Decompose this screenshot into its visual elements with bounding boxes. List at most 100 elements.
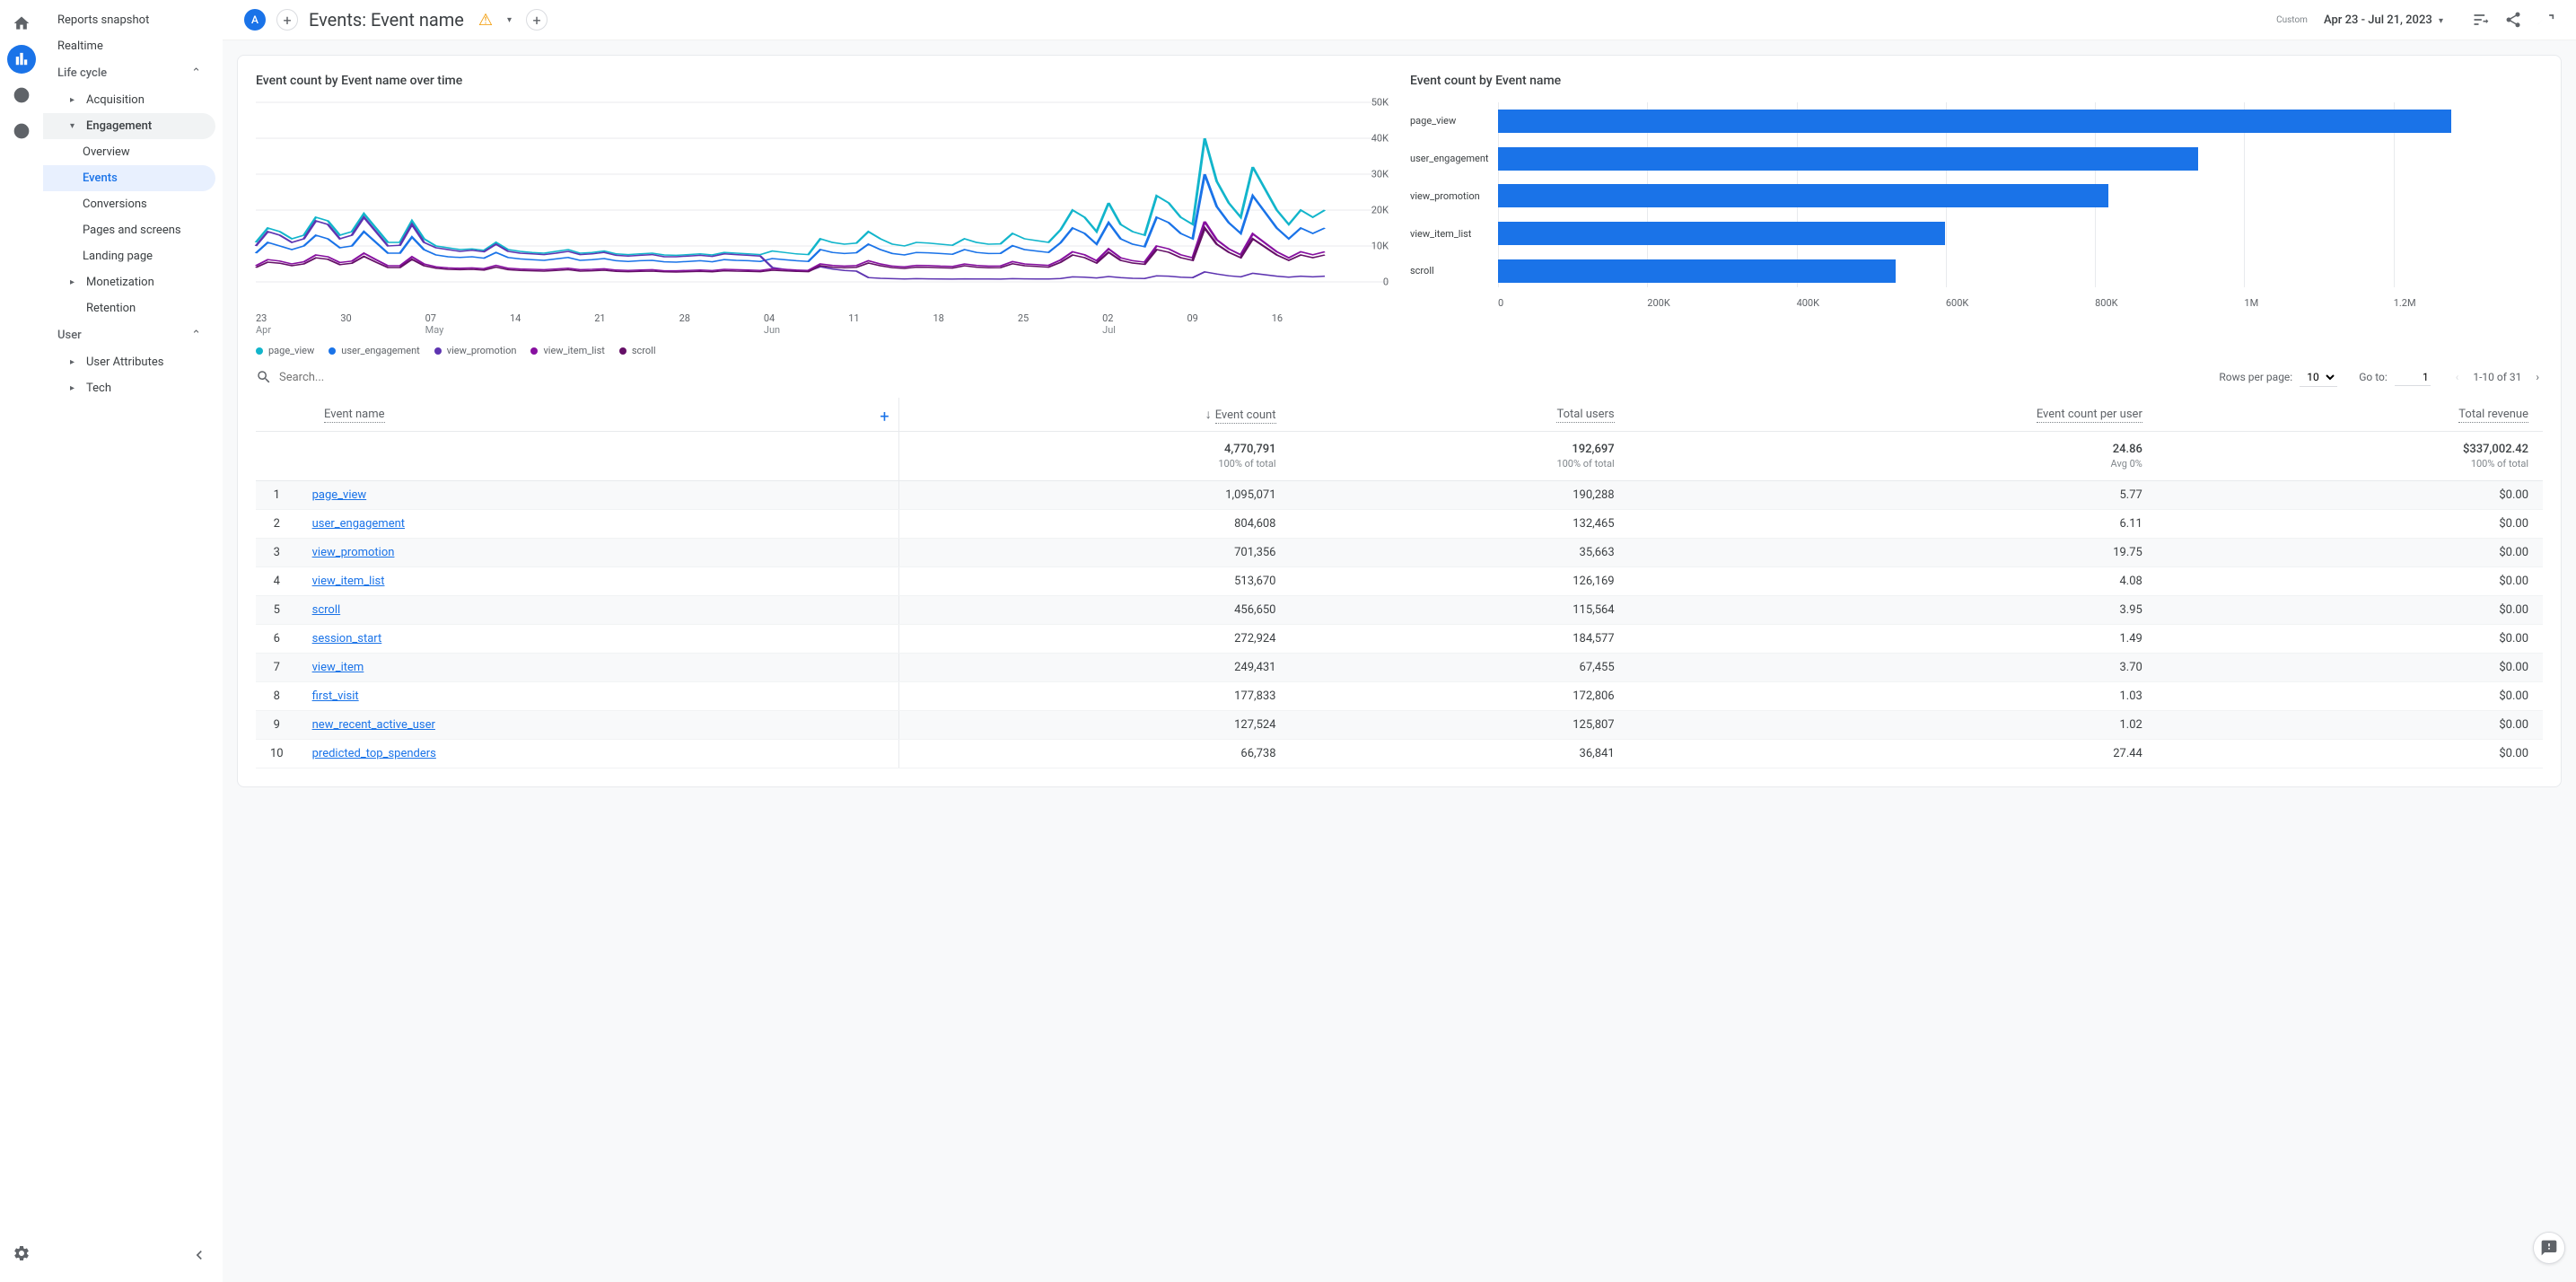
event-link[interactable]: view_item	[312, 661, 364, 674]
col-label: Total users	[1556, 408, 1614, 423]
row-index: 2	[256, 510, 298, 539]
legend-label: view_promotion	[447, 345, 517, 356]
customize-icon[interactable]	[2472, 11, 2490, 29]
event-link[interactable]: view_item_list	[312, 575, 385, 588]
bar-row[interactable]: view_item_list	[1410, 219, 2543, 248]
event-link[interactable]: scroll	[312, 603, 341, 617]
chevron-down-icon: ▾	[2439, 16, 2443, 26]
row-event-count: 177,833	[898, 682, 1290, 711]
col-revenue[interactable]: Total revenue	[2157, 398, 2543, 432]
event-link[interactable]: session_start	[312, 632, 382, 645]
chevron-up-icon: ⌃	[191, 66, 201, 80]
event-link[interactable]: new_recent_active_user	[312, 718, 435, 732]
sidebar-item-user-attributes[interactable]: ▸User Attributes	[43, 349, 223, 375]
insights-icon[interactable]	[2537, 11, 2554, 29]
col-event-count[interactable]: ↓Event count	[898, 398, 1290, 432]
row-event-name: session_start	[298, 625, 898, 654]
sidebar-item-tech[interactable]: ▸Tech	[43, 375, 223, 401]
sidebar-item-landing-page[interactable]: Landing page	[43, 243, 223, 269]
sidebar-reports-snapshot[interactable]: Reports snapshot	[43, 7, 223, 33]
table-row: 6session_start272,924184,5771.49$0.00	[256, 625, 2543, 654]
add-dimension-button[interactable]: +	[880, 408, 889, 426]
row-revenue: $0.00	[2157, 654, 2543, 682]
topbar: A + Events: Event name ⚠ ▾ + Custom Apr …	[223, 0, 2576, 40]
title-dropdown-icon[interactable]: ▾	[507, 15, 512, 25]
row-event-name: scroll	[298, 596, 898, 625]
legend-dot	[619, 347, 626, 355]
col-per-user[interactable]: Event count per user	[1629, 398, 2157, 432]
reports-icon[interactable]	[7, 45, 36, 74]
add-comparison-button[interactable]: +	[526, 9, 548, 31]
row-event-count: 66,738	[898, 740, 1290, 768]
prev-page-button[interactable]: ‹	[2452, 367, 2463, 387]
event-link[interactable]: page_view	[312, 488, 367, 502]
bar-label: page_view	[1410, 115, 1491, 127]
sidebar-section-lifecycle[interactable]: Life cycle ⌃	[43, 59, 215, 87]
sidebar-item-retention[interactable]: Retention	[43, 295, 223, 321]
explore-icon[interactable]	[7, 81, 36, 110]
row-event-count: 272,924	[898, 625, 1290, 654]
row-per-user: 27.44	[1629, 740, 2157, 768]
row-event-name: new_recent_active_user	[298, 711, 898, 740]
bar-row[interactable]: user_engagement	[1410, 145, 2543, 173]
legend-item[interactable]: view_promotion	[434, 345, 517, 356]
row-event-name: first_visit	[298, 682, 898, 711]
legend-item[interactable]: view_item_list	[530, 345, 604, 356]
row-revenue: $0.00	[2157, 481, 2543, 510]
row-revenue: $0.00	[2157, 596, 2543, 625]
sidebar-item-conversions[interactable]: Conversions	[43, 191, 223, 217]
total-users: 192,697100% of total	[1291, 432, 1629, 481]
event-link[interactable]: predicted_top_spenders	[312, 747, 436, 760]
col-total-users[interactable]: Total users	[1291, 398, 1629, 432]
sidebar-item-overview[interactable]: Overview	[43, 139, 223, 165]
legend-label: page_view	[268, 345, 314, 356]
col-label: Event name	[324, 408, 385, 423]
table-row: 3view_promotion701,35635,66319.75$0.00	[256, 539, 2543, 567]
segment-chip[interactable]: A	[244, 9, 266, 31]
bar-row[interactable]: page_view	[1410, 107, 2543, 136]
collapse-sidebar-icon[interactable]	[190, 1246, 208, 1268]
sidebar-item-engagement[interactable]: ▾Engagement	[43, 113, 215, 139]
rows-per-page-label: Rows per page:	[2219, 371, 2292, 383]
sidebar-item-events[interactable]: Events	[43, 165, 215, 191]
line-chart-title: Event count by Event name over time	[256, 74, 1389, 88]
warning-icon[interactable]: ⚠	[478, 11, 493, 30]
date-range-text: Apr 23 - Jul 21, 2023	[2324, 13, 2432, 27]
sidebar-section-user[interactable]: User ⌃	[43, 321, 215, 349]
row-total-users: 36,841	[1291, 740, 1629, 768]
row-index: 4	[256, 567, 298, 596]
legend-item[interactable]: scroll	[619, 345, 656, 356]
event-link[interactable]: first_visit	[312, 689, 359, 703]
goto-input[interactable]	[2395, 369, 2431, 386]
event-link[interactable]: user_engagement	[312, 517, 405, 531]
report-card: Event count by Event name over time 010K…	[237, 55, 2562, 787]
col-label: Event count per user	[2037, 408, 2142, 423]
legend-item[interactable]: user_engagement	[329, 345, 420, 356]
rows-per-page-select[interactable]: 10	[2300, 368, 2337, 387]
next-page-button[interactable]: ›	[2532, 367, 2543, 387]
col-event-name[interactable]: Event name +	[256, 398, 898, 432]
bar-row[interactable]: scroll	[1410, 257, 2543, 285]
legend-item[interactable]: page_view	[256, 345, 314, 356]
sidebar-realtime[interactable]: Realtime	[43, 33, 223, 59]
row-event-name: view_promotion	[298, 539, 898, 567]
sidebar-item-pages-and-screens[interactable]: Pages and screens	[43, 217, 223, 243]
share-icon[interactable]	[2504, 11, 2522, 29]
legend-dot	[530, 347, 538, 355]
sidebar-section-label: User	[57, 329, 82, 342]
caret-icon: ▸	[70, 95, 81, 105]
search-input[interactable]	[279, 371, 459, 384]
date-range-picker[interactable]: Apr 23 - Jul 21, 2023 ▾	[2324, 13, 2447, 27]
settings-icon[interactable]	[7, 1239, 36, 1268]
advertising-icon[interactable]	[7, 117, 36, 145]
add-segment-button[interactable]: +	[276, 9, 298, 31]
row-revenue: $0.00	[2157, 682, 2543, 711]
row-total-users: 126,169	[1291, 567, 1629, 596]
bar-row[interactable]: view_promotion	[1410, 181, 2543, 210]
home-icon[interactable]	[7, 9, 36, 38]
event-link[interactable]: view_promotion	[312, 546, 395, 559]
feedback-button[interactable]	[2533, 1232, 2565, 1264]
sidebar-item-monetization[interactable]: ▸Monetization	[43, 269, 223, 295]
row-index: 6	[256, 625, 298, 654]
sidebar-item-acquisition[interactable]: ▸Acquisition	[43, 87, 223, 113]
